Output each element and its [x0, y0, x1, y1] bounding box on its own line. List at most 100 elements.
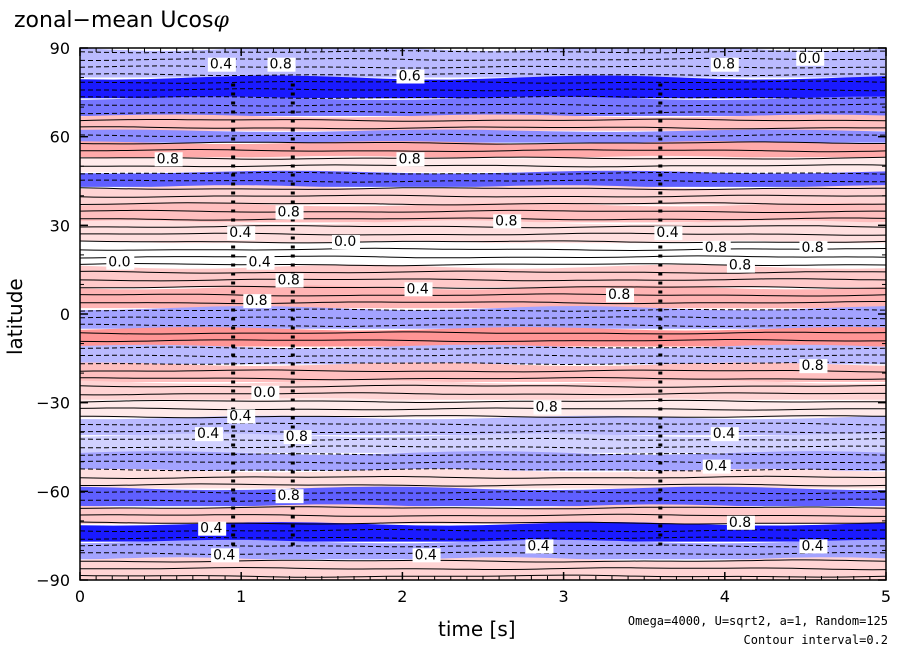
- contour-label-bg: [396, 69, 425, 84]
- contour-label: 0.8: [245, 293, 267, 309]
- contour-line: [80, 232, 886, 236]
- field-band: [80, 557, 886, 580]
- contour-line: [80, 513, 886, 517]
- contour-label-bg: [493, 214, 522, 229]
- contour-label: 0.4: [197, 426, 219, 442]
- contour-label-bg: [726, 258, 755, 273]
- contour-label-bg: [710, 57, 739, 72]
- field-band: [80, 141, 886, 158]
- contour-label: 0.8: [157, 151, 179, 167]
- contour-label: 0.8: [729, 515, 751, 531]
- contour-line: [80, 88, 886, 92]
- contour-label-bg: [702, 240, 731, 255]
- contour-line: [80, 164, 886, 168]
- field-band: [80, 96, 886, 116]
- contour-label-bg: [726, 515, 755, 530]
- contour-line: [80, 156, 886, 160]
- y-tick-label: −90: [36, 571, 70, 590]
- field-band: [80, 504, 886, 524]
- contour-label: 0.4: [527, 538, 549, 554]
- contour-line: [80, 354, 886, 358]
- field-bands: [80, 48, 886, 580]
- y-axis-label: latitude: [3, 278, 27, 355]
- contour-line: [80, 369, 886, 373]
- contour-line: [80, 194, 886, 198]
- chart-title: zonal−mean Ucosφ: [14, 8, 229, 33]
- contour-label: 0.4: [801, 538, 823, 554]
- contour-label-bg: [525, 539, 554, 554]
- contour-label: 0.4: [415, 547, 437, 563]
- contour-label: 0.8: [495, 213, 517, 229]
- contour-line: [80, 133, 886, 137]
- contour-line: [80, 361, 886, 366]
- contour-line: [80, 422, 886, 426]
- contour-line: [80, 316, 886, 320]
- contour-label-bg: [606, 288, 635, 303]
- contour-label-bg: [211, 548, 240, 563]
- contour-label-bg: [275, 205, 304, 220]
- contour-label: 0.4: [210, 57, 232, 73]
- field-band: [80, 240, 886, 267]
- field-band: [80, 380, 886, 400]
- contour-line: [80, 566, 886, 571]
- contour-line: [80, 179, 886, 183]
- contour-label-bg: [799, 539, 828, 554]
- contour-label: 0.4: [713, 426, 735, 442]
- field-band: [80, 306, 886, 329]
- contour-label: 0.8: [713, 57, 735, 73]
- contour-label: 0.4: [200, 521, 222, 537]
- contour-line: [80, 308, 886, 312]
- contour-label-bg: [533, 400, 562, 415]
- footnote-contour-interval: Contour interval=0.2: [743, 633, 889, 647]
- contour-line: [80, 57, 886, 62]
- contour-label: 0.8: [608, 287, 630, 303]
- contour-label: 0.4: [705, 459, 727, 475]
- contour-label-bg: [227, 226, 256, 241]
- contour-line: [80, 392, 886, 396]
- contour-label-bg: [246, 255, 275, 270]
- contour-label-bg: [227, 409, 256, 424]
- contour-label: 0.0: [334, 234, 356, 250]
- x-tick-label: 4: [720, 587, 730, 606]
- x-axis-label: time [s]: [438, 617, 516, 641]
- y-tick-label: −60: [36, 482, 70, 501]
- contour-label-bg: [404, 282, 433, 297]
- field-band: [80, 114, 886, 131]
- contour-line: [80, 544, 886, 548]
- contour-line: [80, 506, 886, 510]
- y-tick-label: −30: [36, 394, 70, 413]
- contour-label-bg: [710, 427, 739, 442]
- contour-line: [80, 453, 886, 456]
- contour-labels: 0.4 0.8 0.00.80.60.8 0.80.40.80.00.80.0 0.40…: [106, 51, 828, 563]
- footnote-parameters: Omega=4000, U=sqrt2, a=1, Random=125: [627, 614, 888, 628]
- contour-label-bg: [799, 240, 828, 255]
- contour-label-bg: [331, 235, 360, 250]
- x-tick-label: 3: [559, 587, 569, 606]
- field-band: [80, 170, 886, 187]
- contour-line: [80, 80, 886, 84]
- contour-line: [80, 126, 886, 130]
- contour-line: [80, 225, 886, 229]
- contour-line: [80, 551, 886, 555]
- contour-label-bg: [396, 152, 425, 167]
- contour-line: [80, 149, 886, 153]
- contour-line: [80, 376, 886, 381]
- contour-label-bg: [412, 548, 441, 563]
- contour-line: [80, 430, 886, 434]
- contour-line: [80, 255, 886, 259]
- contour-label-bg: [243, 294, 272, 309]
- contour-label: 0.8: [278, 204, 300, 220]
- y-tick-label: 90: [50, 39, 70, 58]
- contour-label: 0.8: [729, 258, 751, 274]
- y-tick-label: 60: [50, 128, 70, 147]
- contour-line: [80, 111, 886, 115]
- field-band: [80, 539, 886, 560]
- contour-line: [80, 209, 886, 213]
- contour-label: 0.8: [286, 429, 308, 445]
- x-tick-label: 0: [75, 587, 85, 606]
- contour-label-bg: [267, 57, 296, 72]
- contour-label: 0.8: [535, 400, 557, 416]
- y-tick-label: 0: [60, 305, 70, 324]
- field-band: [80, 433, 886, 453]
